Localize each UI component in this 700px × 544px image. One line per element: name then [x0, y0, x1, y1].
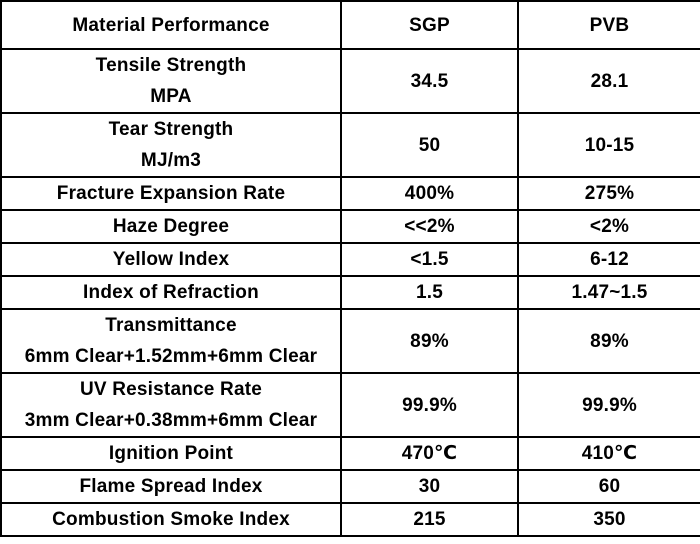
row-label: Index of Refraction [0, 275, 342, 310]
table-row: Haze Degree <<2% <2% [0, 209, 700, 244]
pvb-value: 10-15 [517, 112, 700, 178]
row-label: Tear Strength [108, 119, 234, 140]
row-label: Fracture Expansion Rate [0, 176, 342, 211]
sgp-value: 215 [340, 502, 519, 537]
row-label: Combustion Smoke Index [0, 502, 342, 537]
row-condition: 3mm Clear+0.38mm+6mm Clear [24, 410, 318, 431]
table-row: Tensile Strength MPA 34.5 28.1 [0, 48, 700, 114]
pvb-value: 275% [517, 176, 700, 211]
table-row: Tear Strength MJ/m3 50 10-15 [0, 112, 700, 178]
sgp-value: 470℃ [340, 436, 519, 471]
sgp-value: 1.5 [340, 275, 519, 310]
table-row: UV Resistance Rate 3mm Clear+0.38mm+6mm … [0, 372, 700, 438]
table-row: Ignition Point 470℃ 410℃ [0, 436, 700, 471]
sgp-value: 99.9% [340, 372, 519, 438]
row-label: Haze Degree [0, 209, 342, 244]
pvb-value: 60 [517, 469, 700, 504]
sgp-value: <1.5 [340, 242, 519, 277]
header-pvb: PVB [517, 0, 700, 50]
sgp-value: <<2% [340, 209, 519, 244]
table-row: Flame Spread Index 30 60 [0, 469, 700, 504]
pvb-value: 99.9% [517, 372, 700, 438]
row-label: Ignition Point [0, 436, 342, 471]
header-sgp: SGP [340, 0, 519, 50]
table-row: Yellow Index <1.5 6-12 [0, 242, 700, 277]
table-row: Transmittance 6mm Clear+1.52mm+6mm Clear… [0, 308, 700, 374]
pvb-value: 28.1 [517, 48, 700, 114]
row-label: Yellow Index [0, 242, 342, 277]
row-label: Transmittance [105, 315, 237, 336]
pvb-value: 89% [517, 308, 700, 374]
sgp-value: 34.5 [340, 48, 519, 114]
row-label: Flame Spread Index [0, 469, 342, 504]
sgp-value: 50 [340, 112, 519, 178]
sgp-value: 89% [340, 308, 519, 374]
pvb-value: 1.47~1.5 [517, 275, 700, 310]
row-unit: MPA [150, 86, 192, 107]
row-label-cell: Tensile Strength MPA [0, 48, 342, 114]
header-material-performance: Material Performance [0, 0, 342, 50]
row-condition: 6mm Clear+1.52mm+6mm Clear [24, 346, 318, 367]
row-label: Tensile Strength [95, 55, 247, 76]
sgp-value: 30 [340, 469, 519, 504]
row-label-cell: UV Resistance Rate 3mm Clear+0.38mm+6mm … [0, 372, 342, 438]
pvb-value: <2% [517, 209, 700, 244]
pvb-value: 410℃ [517, 436, 700, 471]
table-row: Fracture Expansion Rate 400% 275% [0, 176, 700, 211]
row-unit: MJ/m3 [140, 150, 202, 171]
row-label-cell: Tear Strength MJ/m3 [0, 112, 342, 178]
table-row: Index of Refraction 1.5 1.47~1.5 [0, 275, 700, 310]
row-label: UV Resistance Rate [79, 379, 263, 400]
table-header-row: Material Performance SGP PVB [0, 0, 700, 50]
table-row: Combustion Smoke Index 215 350 [0, 502, 700, 537]
sgp-value: 400% [340, 176, 519, 211]
pvb-value: 350 [517, 502, 700, 537]
pvb-value: 6-12 [517, 242, 700, 277]
row-label-cell: Transmittance 6mm Clear+1.52mm+6mm Clear [0, 308, 342, 374]
